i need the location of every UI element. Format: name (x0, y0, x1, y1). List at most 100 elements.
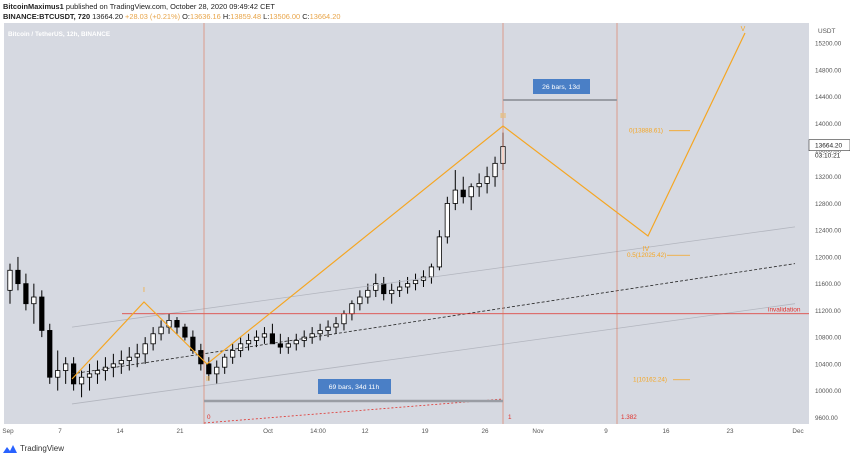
channel-lower-line (71, 303, 796, 405)
candle-body (39, 296, 45, 331)
candle-body (23, 283, 29, 305)
fib-level-label: 0(13888.61) (629, 128, 663, 135)
high-label: H: (222, 12, 231, 21)
candle-body (118, 360, 124, 365)
candle-body (237, 343, 244, 351)
candle-body (158, 326, 164, 335)
time-axis (4, 424, 809, 436)
plot-background (4, 23, 809, 434)
last-price: 13664.20 (92, 12, 123, 21)
candle-body (31, 296, 37, 305)
candle-body (94, 370, 101, 375)
candle-body (412, 279, 419, 285)
bars-box-top-label: 26 bars, 13d (542, 84, 580, 91)
candle-body (55, 370, 61, 378)
candle-body (349, 303, 355, 315)
footer-brand[interactable]: TradingView (20, 444, 65, 453)
x-tick-label: 16 (662, 428, 670, 435)
channel-mid-line (71, 263, 796, 375)
wave-label: I (143, 287, 145, 294)
candle-body (404, 283, 411, 288)
candle-body (110, 363, 116, 368)
x-tick-label: 23 (726, 428, 734, 435)
y-tick-label: 11600.00 (815, 281, 841, 288)
candle-body (293, 340, 299, 345)
high-value: 13859.48 (230, 12, 262, 21)
candle-body (389, 289, 395, 295)
x-tick-label: Sep (2, 428, 14, 435)
x-tick-label: 14:00 (310, 428, 326, 435)
elliott-wave-path (71, 32, 746, 380)
x-tick-label: Dec (792, 428, 803, 435)
y-tick-label: 14000.00 (815, 121, 842, 128)
candle-body (452, 189, 458, 204)
y-tick-label: 10000.00 (815, 388, 842, 395)
invalidation-label: invalidation (768, 307, 801, 314)
candle-body (333, 323, 339, 328)
candle-body (47, 330, 53, 378)
candle-body (301, 336, 307, 341)
candle-body (381, 283, 387, 295)
candle-body (484, 176, 490, 184)
bars-box-top (533, 79, 590, 94)
ohlc-line: BINANCE:BTCUSDT, 720 13664.20 +28.03 (+0… (3, 12, 340, 21)
author-name[interactable]: BitcoinMaximus1 (3, 2, 64, 11)
candle-body (78, 376, 85, 385)
candle-body (309, 333, 315, 338)
wave-label: II (206, 376, 210, 383)
price-change: +28.03 (+0.21%) (125, 12, 181, 21)
candle-body (214, 366, 220, 375)
wave-label: V (741, 26, 746, 33)
y-tick-label: 15200.00 (815, 41, 842, 48)
y-tick-label: 13200.00 (815, 174, 842, 181)
bars-box-bottom-label: 69 bars, 34d 11h (329, 384, 380, 391)
fib-time-label: 1 (508, 414, 512, 421)
publish-line: BitcoinMaximus1 published on TradingView… (3, 2, 275, 11)
y-tick-label: 12400.00 (815, 228, 842, 235)
open-label: O: (182, 12, 190, 21)
candle-body (261, 333, 268, 338)
tradingview-logo-icon (3, 444, 17, 453)
fib-level-label: 0.5(12025.42) (627, 252, 666, 259)
fib-time-label: 0 (207, 414, 211, 421)
candle-body (341, 313, 347, 325)
candle-body (63, 363, 69, 371)
candle-body (150, 333, 156, 345)
close-label: C: (302, 12, 310, 21)
candle-body (86, 373, 93, 378)
wave-label: III (500, 113, 506, 120)
currency-label: USDT (818, 28, 835, 35)
chart-title: Bitcoin / TetherUS, 12h, BINANCE (8, 31, 111, 38)
close-value: 13664.20 (309, 12, 341, 21)
open-value: 13636.16 (189, 12, 221, 21)
candle-body (492, 162, 498, 178)
y-tick-label: 14800.00 (815, 67, 842, 74)
wave-label: IV (643, 246, 650, 253)
x-tick-label: 7 (58, 428, 62, 435)
candle-body (277, 343, 283, 348)
x-tick-label: 19 (421, 428, 429, 435)
candle-body (222, 356, 228, 368)
y-tick-label: 10400.00 (815, 361, 842, 368)
price-axis (809, 23, 850, 434)
candle-body (397, 286, 403, 291)
candle-body (365, 289, 371, 298)
bars-box-bottom (318, 379, 391, 394)
candle-body (142, 343, 148, 355)
candle-body (444, 203, 450, 238)
low-value: 13506.00 (269, 12, 301, 21)
countdown-label: 03:10:21 (815, 153, 841, 160)
candle-body (206, 363, 212, 375)
y-tick-label: 12800.00 (815, 201, 842, 208)
candle-body (7, 269, 13, 291)
low-label: L: (263, 12, 270, 21)
candle-body (245, 340, 252, 345)
channel-upper-line (71, 226, 796, 328)
candle-body (134, 353, 140, 358)
y-tick-label: 11200.00 (815, 308, 841, 315)
x-tick-label: 12 (361, 428, 369, 435)
fib-time-diagonal (203, 398, 504, 424)
x-tick-label: 21 (176, 428, 184, 435)
